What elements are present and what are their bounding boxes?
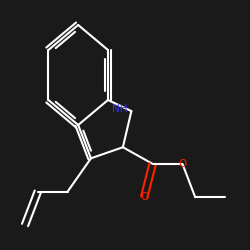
Text: NH: NH <box>112 104 128 114</box>
Text: O: O <box>178 159 186 169</box>
Text: O: O <box>140 192 148 202</box>
